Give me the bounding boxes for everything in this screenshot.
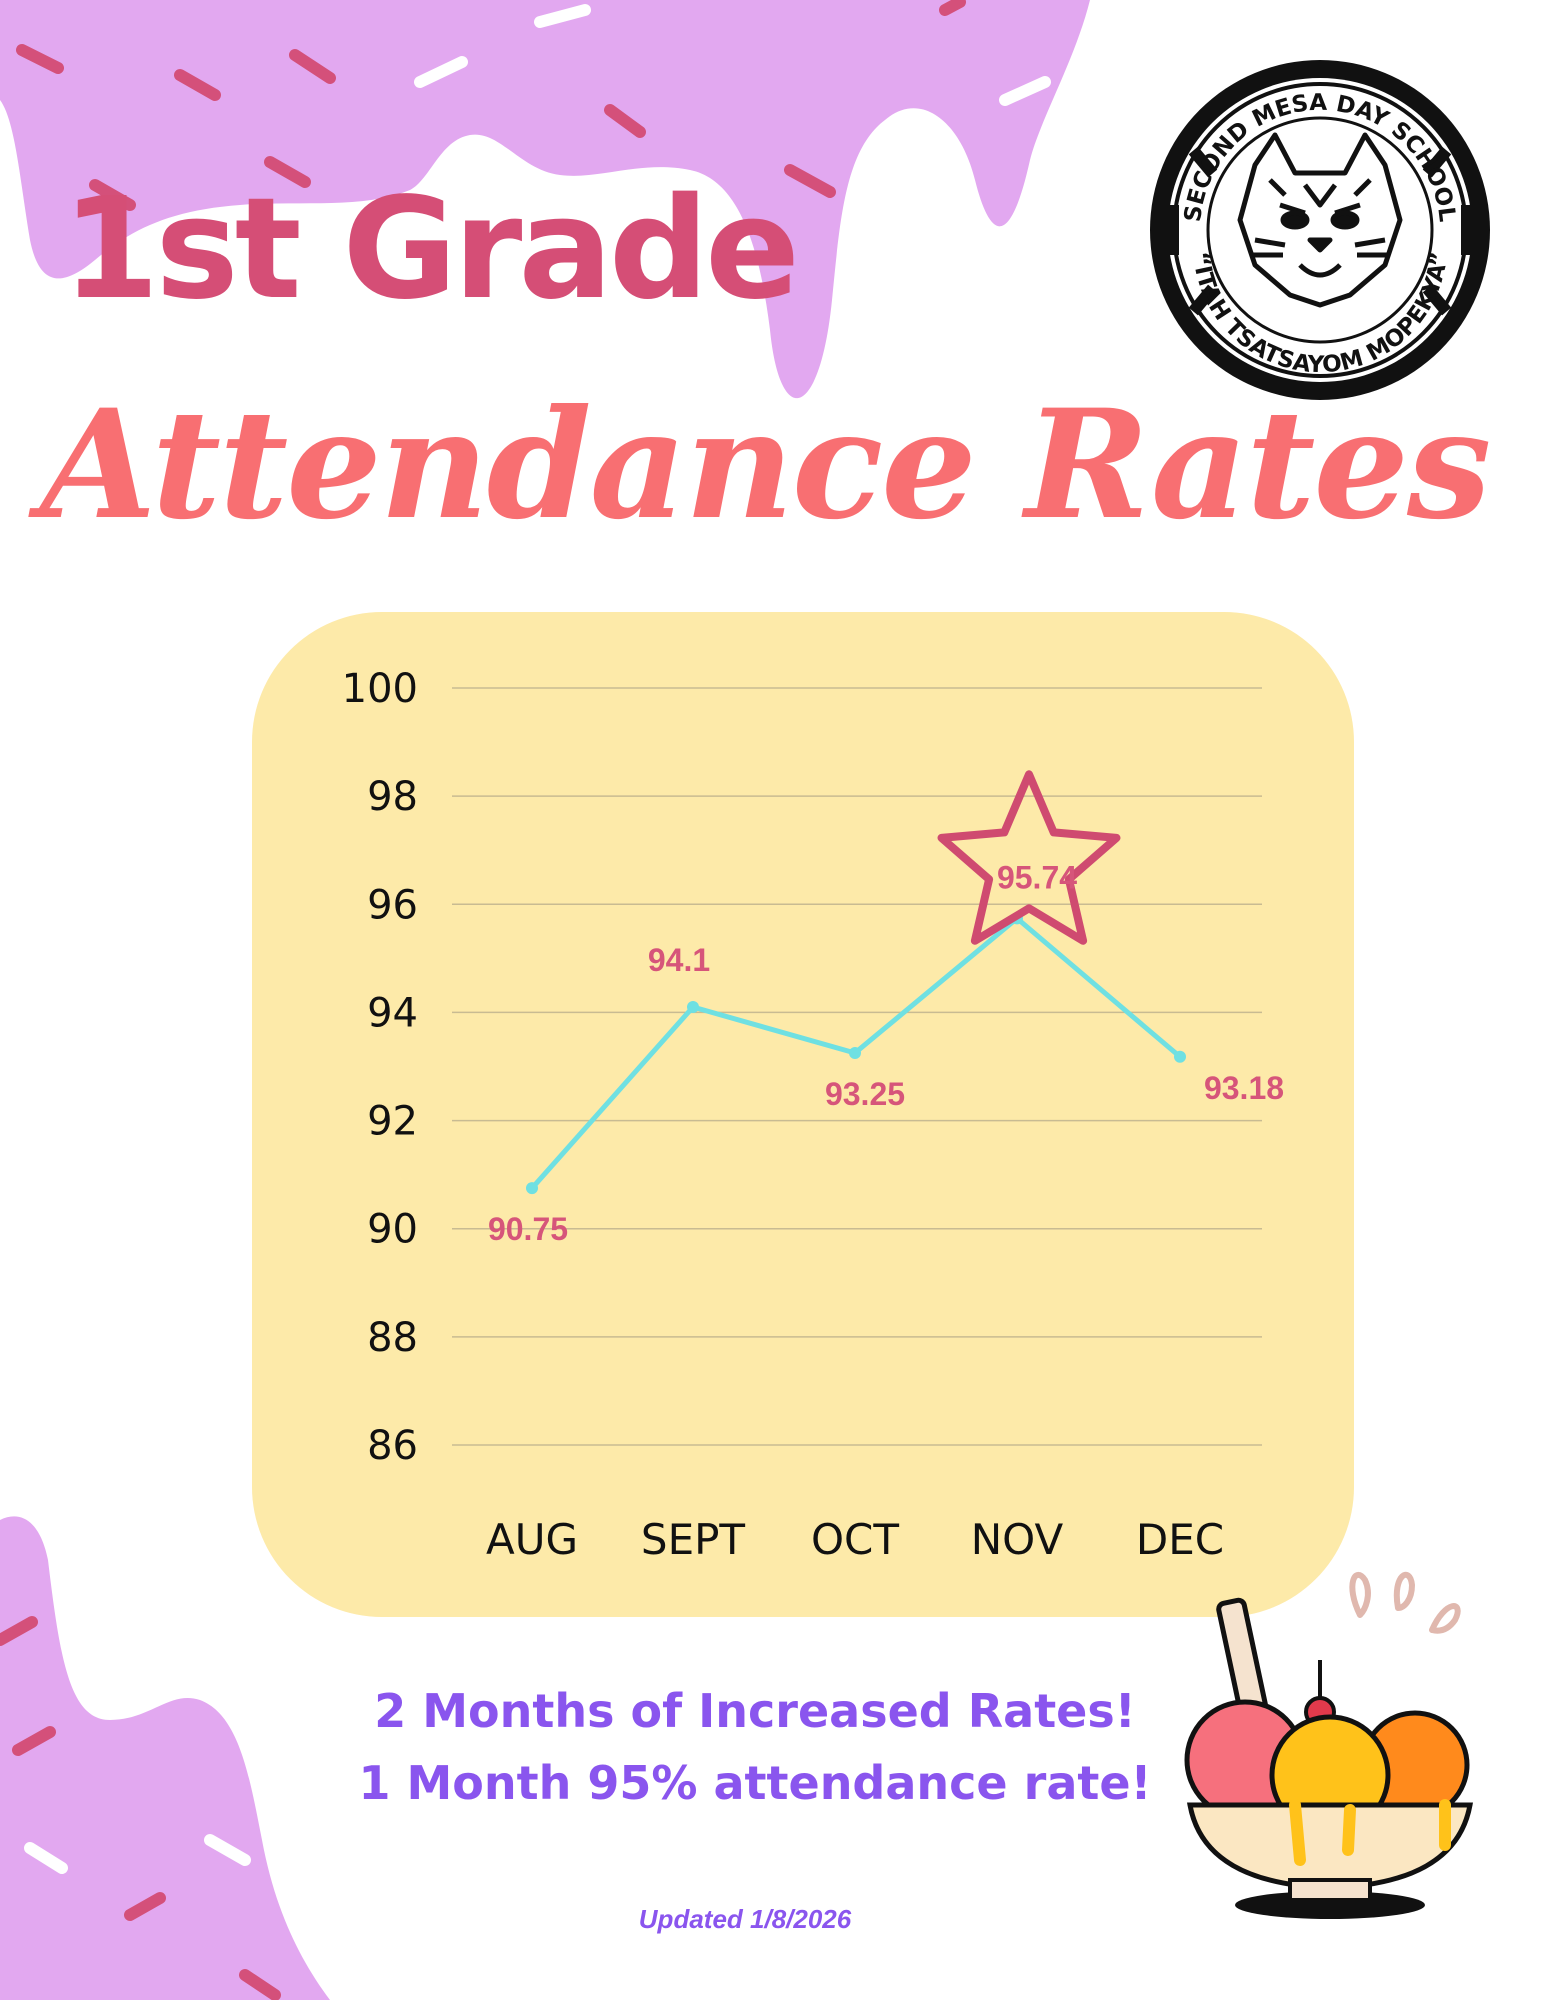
highlight-star-icon [937, 770, 1121, 945]
y-axis-ticks: 86 88 90 92 94 96 98 100 [342, 666, 418, 1469]
y-tick-label: 86 [367, 1423, 418, 1469]
x-tick-label: NOV [971, 1515, 1064, 1564]
x-tick-label: AUG [486, 1515, 578, 1564]
school-logo: SECOND MESA DAY SCHOOL “ITAH TSATSAYOM M… [1150, 60, 1490, 400]
note-increased-rates: 2 Months of Increased Rates! [374, 1684, 1136, 1738]
chart-panel [252, 612, 1354, 1617]
data-labels: 90.75 94.1 93.25 95.74 93.18 [488, 859, 1284, 1247]
y-tick-label: 96 [367, 882, 418, 928]
top-drip [0, 0, 1090, 399]
page-title-attendance: Attendance Rates [40, 377, 1491, 553]
data-label: 94.1 [648, 942, 710, 978]
x-axis-ticks: AUG SEPT OCT NOV DEC [486, 1515, 1224, 1564]
sprinkles [0, 0, 1051, 2000]
page-title-grade: 1st Grade [62, 168, 800, 331]
gridlines [452, 687, 1262, 1446]
note-95-percent: 1 Month 95% attendance rate! [358, 1756, 1152, 1810]
data-label: 93.25 [825, 1076, 905, 1112]
data-label: 95.74 [997, 859, 1077, 895]
updated-date: Updated 1/8/2026 [638, 1904, 852, 1934]
bobcat-icon [1237, 132, 1403, 308]
x-tick-label: OCT [811, 1515, 899, 1564]
data-point [849, 1046, 861, 1059]
data-point [1174, 1050, 1186, 1063]
x-tick-label: DEC [1136, 1515, 1224, 1564]
data-label: 90.75 [488, 1211, 568, 1247]
y-tick-label: 98 [367, 774, 418, 820]
y-tick-label: 92 [367, 1099, 418, 1145]
data-point [687, 1001, 699, 1014]
y-tick-label: 90 [367, 1207, 418, 1253]
bottom-drip [0, 1516, 330, 2000]
y-tick-label: 100 [342, 666, 418, 712]
ice-cream-sundae-icon [1184, 1571, 1473, 1919]
y-tick-label: 94 [367, 990, 418, 1036]
data-point [526, 1182, 538, 1195]
x-tick-label: SEPT [641, 1515, 746, 1564]
data-points [526, 912, 1186, 1195]
data-label: 93.18 [1204, 1070, 1284, 1106]
y-tick-label: 88 [367, 1315, 418, 1361]
